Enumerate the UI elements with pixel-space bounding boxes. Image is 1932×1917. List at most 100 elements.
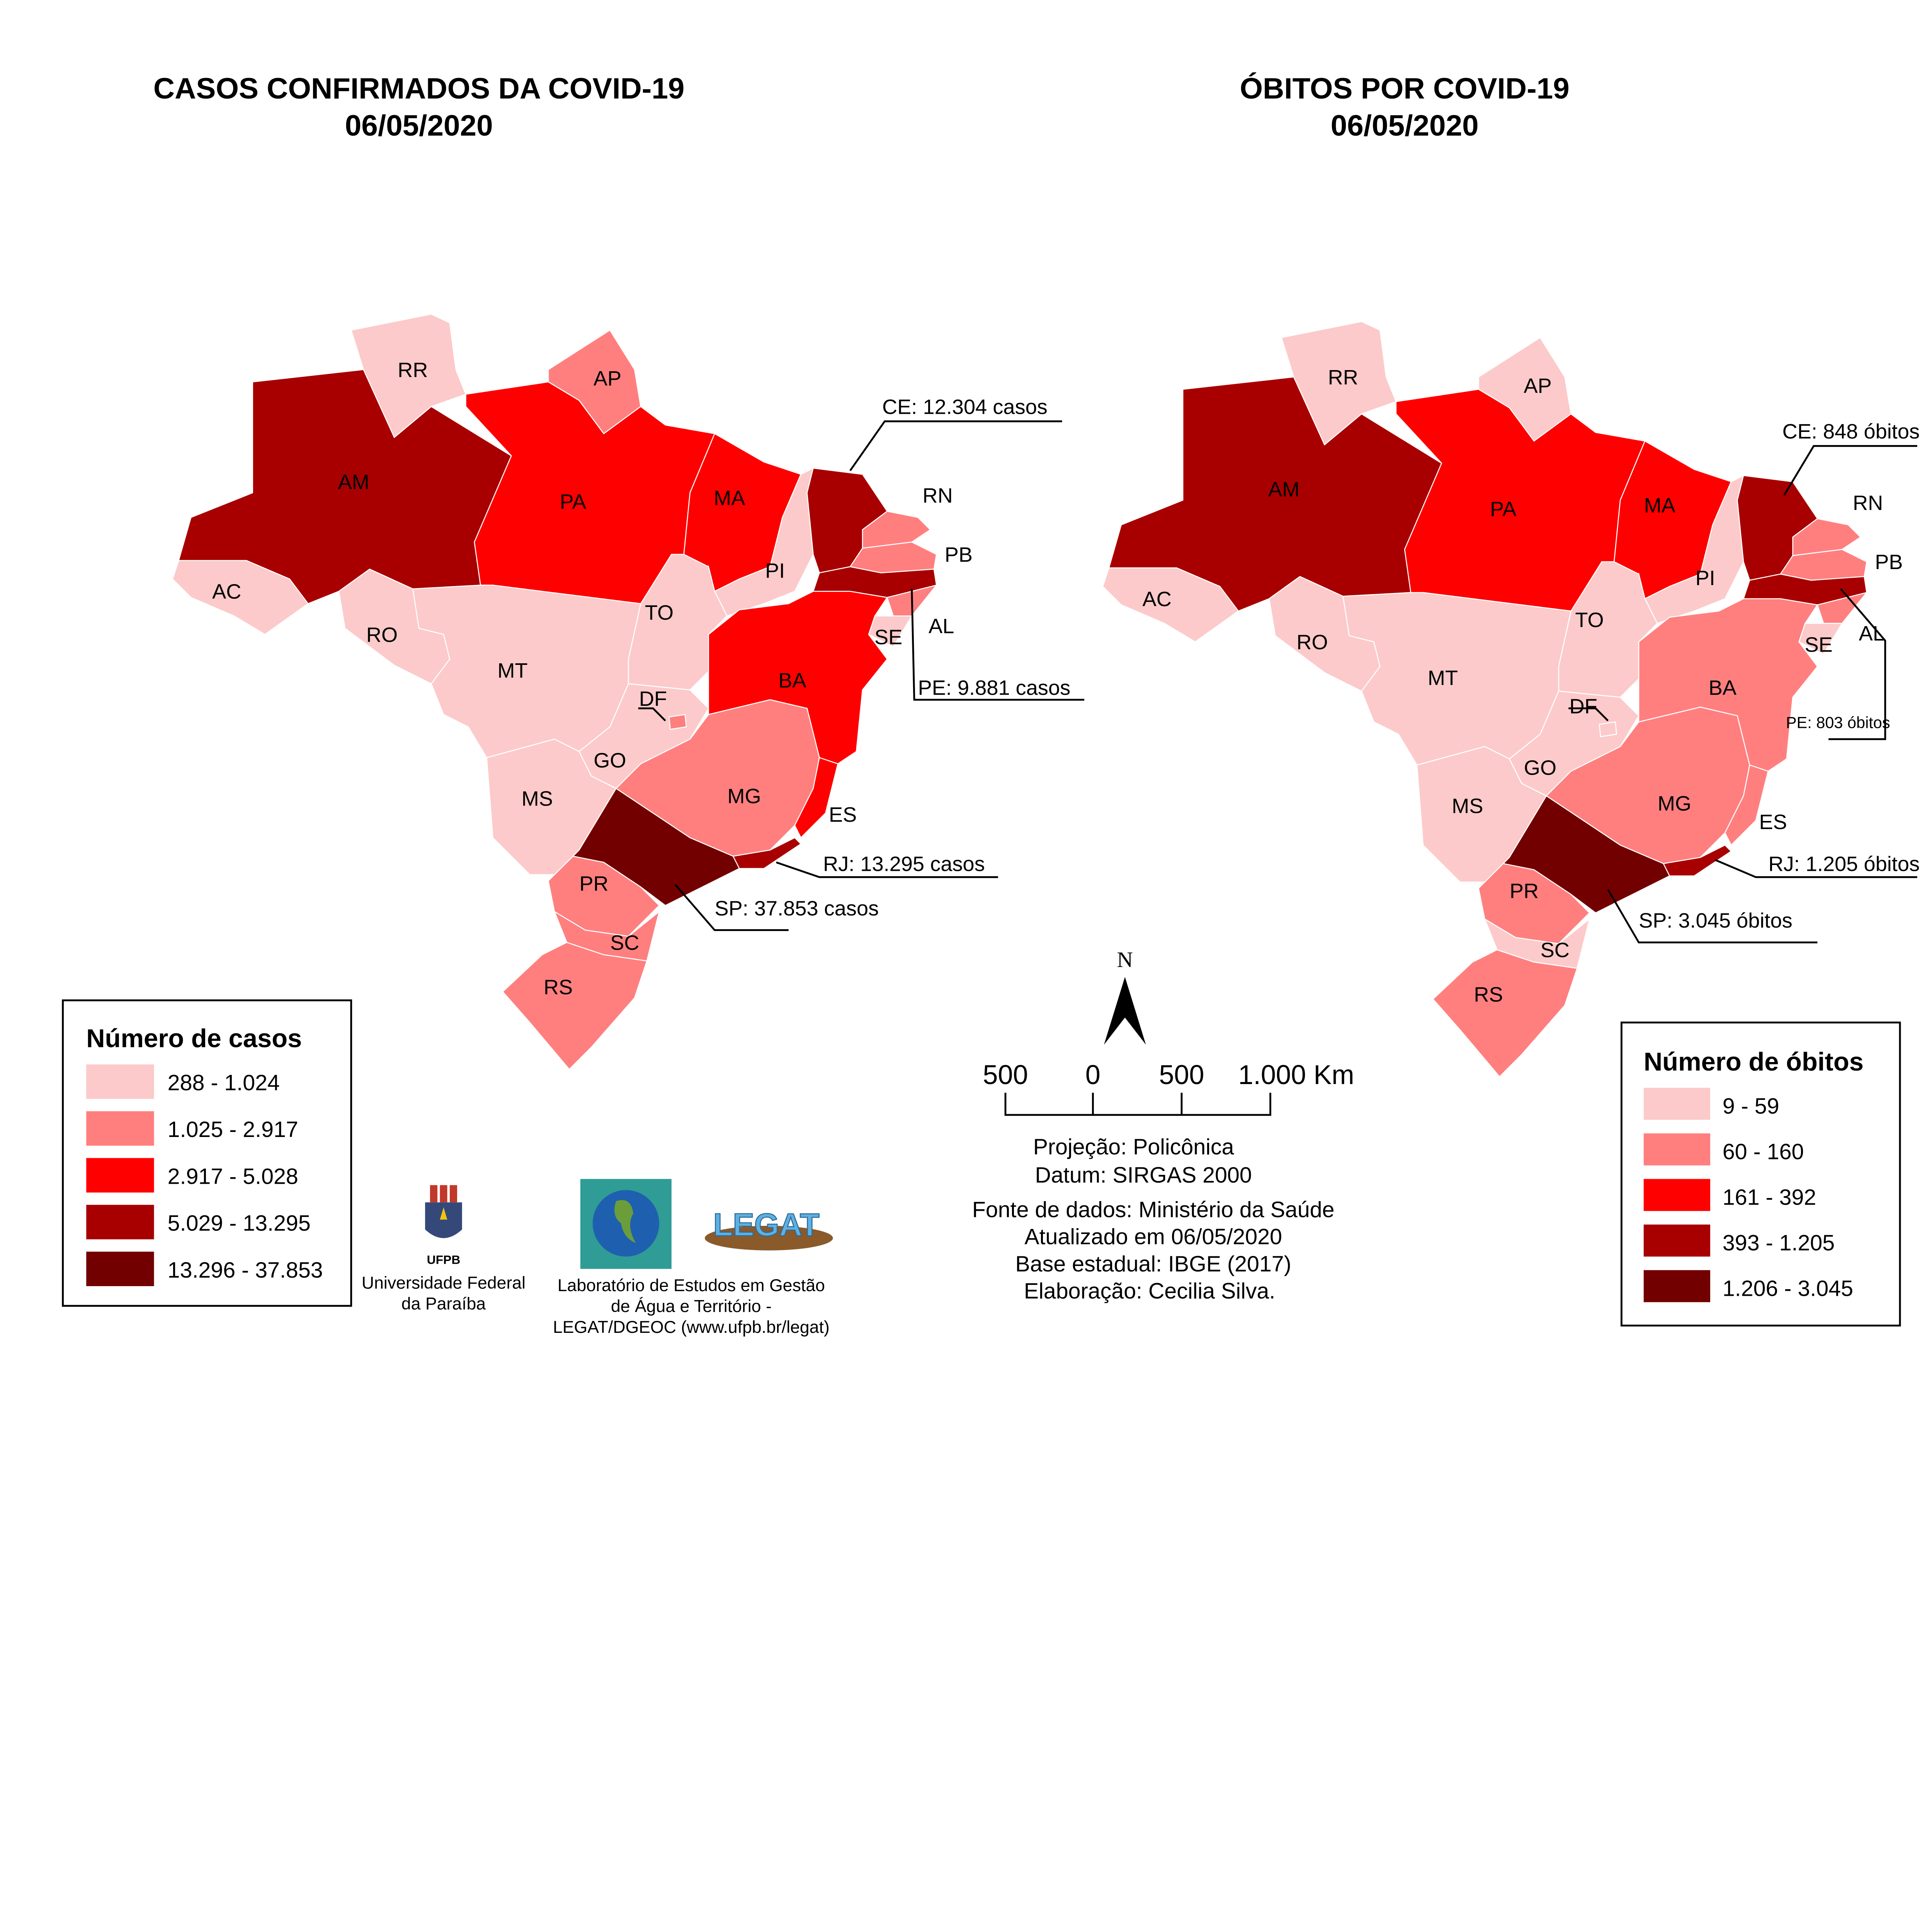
legend-swatch	[1643, 1179, 1711, 1211]
credit-source: Fonte de dados: Ministério da Saúde	[972, 1198, 1335, 1222]
state-label-rn: RN	[923, 484, 953, 507]
state-label-pi: PI	[1696, 567, 1715, 590]
callout-pe: PE: 9.881 casos	[918, 676, 1071, 699]
state-label-ms: MS	[1452, 795, 1483, 818]
state-label-pb: PB	[945, 543, 973, 566]
callouts-cases: CE: 12.304 casos PE: 9.881 casos RJ: 13.…	[638, 395, 1085, 931]
legend-swatch	[86, 1158, 154, 1193]
ufpb-caption-1: Universidade Federal	[362, 1273, 526, 1292]
legat-logo: LEGAT	[704, 1206, 833, 1251]
state-label-mg: MG	[1658, 792, 1691, 815]
state-to-cases	[628, 554, 728, 691]
callout-line-sp-deaths	[1607, 889, 1818, 943]
state-label-ro: RO	[1296, 631, 1328, 654]
legend-label: 161 - 392	[1723, 1185, 1816, 1210]
credit-updated: Atualizado em 06/05/2020	[1024, 1225, 1282, 1249]
map-cases-date: 06/05/2020	[345, 109, 493, 142]
state-label-pa: PA	[560, 490, 587, 513]
covid-maps-figure: CASOS CONFIRMADOS DA COVID-19 06/05/2020…	[62, 72, 1920, 1337]
state-df-deaths	[1599, 721, 1617, 738]
callout-line-ce	[849, 420, 1062, 471]
callout-line-pe	[911, 589, 1085, 701]
state-label-ap: AP	[1524, 374, 1551, 398]
callout-line-rj-deaths	[1714, 859, 1917, 878]
legat-caption-2: de Água e Território -	[611, 1297, 772, 1316]
ufpb-logo: UFPB	[425, 1185, 462, 1267]
state-label-df: DF	[1569, 695, 1597, 718]
state-label-es: ES	[1759, 811, 1787, 834]
callout-line-pe-deaths	[1828, 588, 1886, 740]
state-label-go: GO	[594, 749, 626, 772]
state-label-rr: RR	[1328, 366, 1358, 389]
state-label-ma: MA	[1644, 494, 1676, 517]
ufpb-logo-text: UFPB	[427, 1253, 461, 1267]
state-label-es: ES	[829, 803, 857, 826]
state-label-df: DF	[639, 687, 667, 710]
legat-caption-3: LEGAT/DGEOC (www.ufpb.br/legat)	[553, 1318, 830, 1337]
state-rs-deaths	[1432, 949, 1578, 1077]
legend-label: 2.917 - 5.028	[168, 1164, 298, 1189]
datum-text: Datum: SIRGAS 2000	[1035, 1163, 1252, 1188]
state-df-cases	[668, 714, 687, 730]
state-label-pi: PI	[765, 559, 785, 583]
state-label-ac: AC	[1143, 588, 1172, 611]
legend-label: 393 - 1.205	[1723, 1231, 1835, 1256]
legat-logo-text: LEGAT	[713, 1207, 820, 1242]
legend-swatch	[1643, 1133, 1711, 1166]
north-arrow-icon: N	[1104, 948, 1146, 1045]
state-label-to: TO	[1575, 608, 1604, 632]
state-label-rs: RS	[544, 975, 573, 999]
state-label-mt: MT	[497, 659, 527, 682]
legend-deaths: Número de óbitos 9 - 59 60 - 160 161 - 392…	[1621, 1021, 1901, 1327]
callout-line-rj	[776, 861, 998, 878]
map-cases-title: CASOS CONFIRMADOS DA COVID-19	[153, 72, 685, 105]
state-label-pa: PA	[1490, 498, 1517, 521]
state-label-to: TO	[645, 601, 673, 624]
state-label-pr: PR	[1510, 880, 1539, 903]
state-label-ac: AC	[212, 580, 241, 603]
dgeoc-logo	[580, 1179, 672, 1269]
legend-label: 1.206 - 3.045	[1723, 1276, 1853, 1301]
state-label-pr: PR	[579, 872, 608, 895]
callout-sp-deaths: SP: 3.045 óbitos	[1639, 909, 1793, 932]
credit-author: Elaboração: Cecilia Silva.	[1024, 1279, 1276, 1303]
scale-bar: 500 0 500 1.000 Km	[983, 1059, 1354, 1116]
callout-sp: SP: 37.853 casos	[714, 897, 879, 920]
legend-cases-title: Número de casos	[86, 1024, 302, 1053]
callout-line-ce-deaths	[1783, 445, 1917, 496]
legend-label: 13.296 - 37.853	[168, 1258, 323, 1283]
state-label-rr: RR	[398, 359, 428, 382]
legend-label: 1.025 - 2.917	[168, 1117, 298, 1142]
legend-swatch	[86, 1064, 154, 1099]
scale-label-0: 500	[983, 1059, 1028, 1090]
ufpb-caption-2: da Paraíba	[401, 1295, 486, 1314]
state-label-se: SE	[1804, 633, 1832, 656]
state-label-sc: SC	[1541, 939, 1570, 962]
state-label-ro: RO	[366, 623, 398, 646]
legend-label: 288 - 1.024	[168, 1071, 280, 1095]
state-sp-deaths	[1502, 795, 1670, 914]
callout-line-sp	[674, 884, 789, 931]
callout-rj-deaths: RJ: 1.205 óbitos	[1769, 852, 1920, 875]
state-label-se: SE	[874, 626, 902, 649]
state-label-mt: MT	[1428, 666, 1458, 690]
state-label-ms: MS	[522, 787, 553, 810]
credit-base: Base estadual: IBGE (2017)	[1015, 1252, 1291, 1276]
state-label-ap: AP	[594, 367, 621, 390]
legend-swatch	[86, 1111, 154, 1146]
state-label-al: AL	[929, 615, 954, 638]
scale-label-1: 0	[1085, 1059, 1100, 1090]
state-label-rn: RN	[1853, 491, 1883, 515]
state-ac-deaths	[1102, 567, 1239, 642]
state-label-go: GO	[1524, 756, 1556, 780]
legend-swatch	[1643, 1088, 1711, 1120]
map-deaths-title: ÓBITOS POR COVID-19	[1240, 72, 1570, 105]
state-label-ba: BA	[1709, 676, 1737, 699]
callout-rj: RJ: 13.295 casos	[823, 852, 985, 875]
legend-swatch	[86, 1251, 154, 1286]
legat-caption-1: Laboratório de Estudos em Gestão	[558, 1276, 825, 1295]
state-label-am: AM	[1268, 478, 1299, 501]
legend-label: 9 - 59	[1723, 1094, 1779, 1119]
legend-cases: Número de casos 288 - 1.024 1.025 - 2.917…	[62, 999, 352, 1307]
callouts-deaths: CE: 848 óbitos PE: 803 óbitos RJ: 1.205 …	[1568, 420, 1920, 943]
